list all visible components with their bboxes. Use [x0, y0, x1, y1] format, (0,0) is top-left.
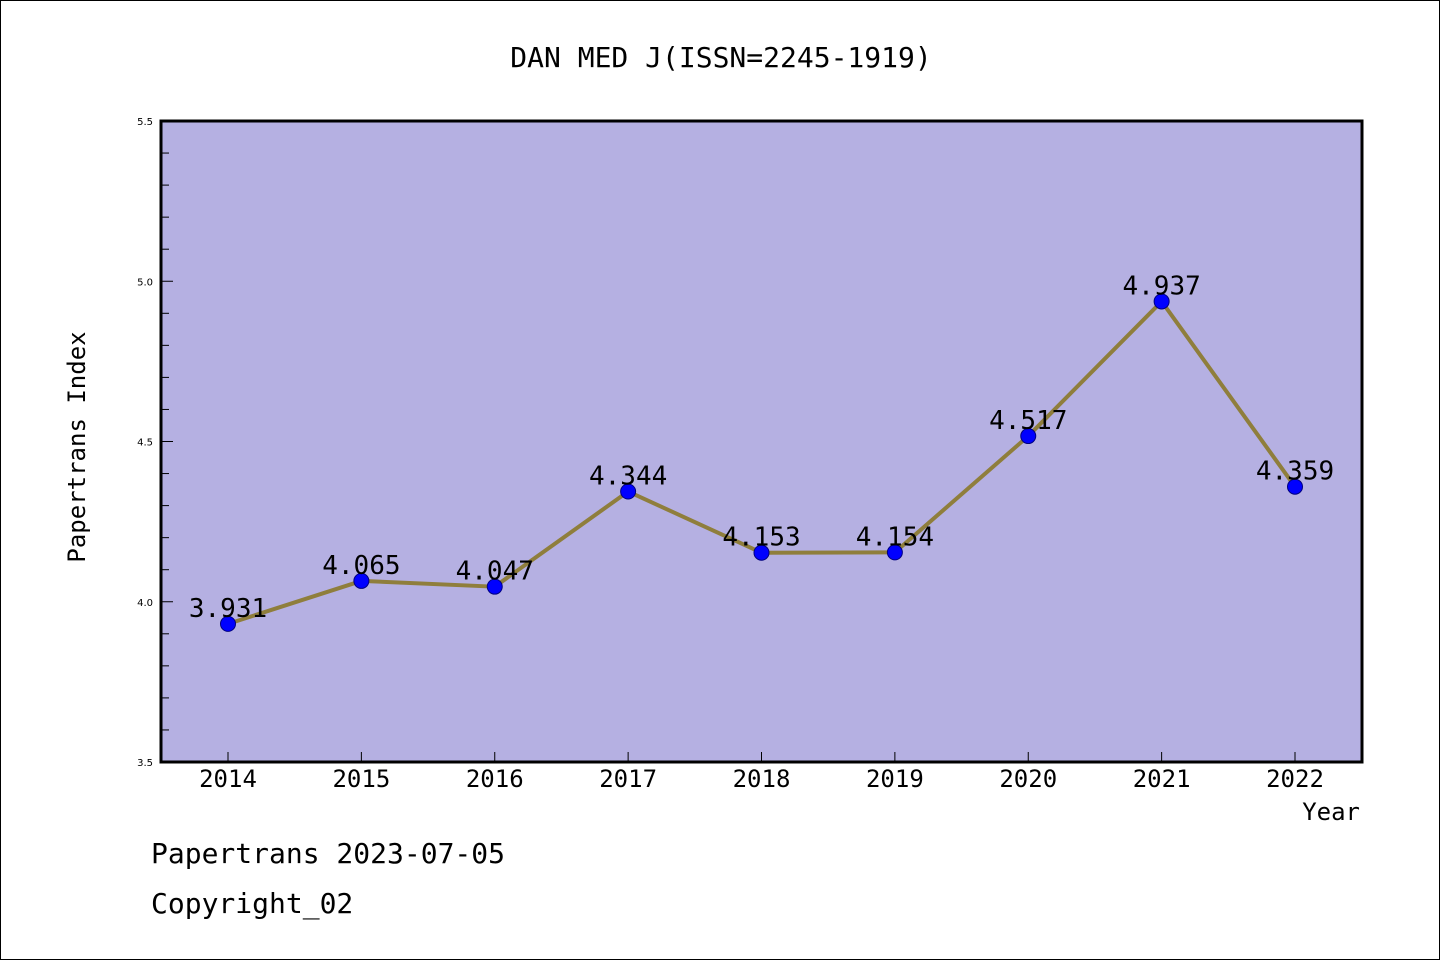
- y-tick-label: 3.5: [137, 758, 153, 769]
- data-markers: [220, 293, 1303, 632]
- x-axis: 2014 2015 2016 2017 2018 2019 2020 2021 2022: [199, 752, 1324, 793]
- data-value-label: 4.153: [722, 523, 800, 553]
- y-tick-label: 4.0: [137, 598, 153, 609]
- data-point: [1020, 428, 1037, 445]
- data-value-label: 4.344: [589, 461, 667, 491]
- data-point: [886, 544, 903, 561]
- data-labels: 3.931 4.065 4.047 4.344 4.153 4.154 4.517 4.937…: [189, 271, 1334, 623]
- x-tick-label: 2017: [599, 765, 657, 793]
- x-tick-label: 2014: [199, 765, 257, 793]
- y-tick-label: 4.5: [137, 438, 153, 449]
- data-point: [620, 483, 637, 500]
- x-tick-label: 2021: [1133, 765, 1191, 793]
- data-value-label: 3.931: [189, 594, 267, 624]
- data-value-label: 4.937: [1122, 271, 1200, 301]
- data-value-label: 4.517: [989, 406, 1067, 436]
- x-tick-label: 2019: [866, 765, 924, 793]
- data-value-label: 4.154: [856, 522, 934, 552]
- plot-area: [159, 119, 1364, 764]
- x-tick-label: 2016: [466, 765, 524, 793]
- data-point: [220, 615, 236, 632]
- data-value-label: 4.065: [322, 551, 400, 581]
- x-tick-label: 2015: [332, 765, 390, 793]
- x-axis-label: Year: [1302, 798, 1360, 826]
- data-point: [1153, 293, 1170, 310]
- data-point: [753, 544, 770, 561]
- data-value-label: 4.047: [456, 557, 534, 587]
- y-tick-label: 5.0: [137, 277, 153, 288]
- x-tick-label: 2020: [999, 765, 1057, 793]
- y-tick-label: 5.5: [137, 117, 153, 128]
- x-tick-label: 2022: [1266, 765, 1324, 793]
- y-axis: 3.5 4.0 4.5 5.0 5.5: [137, 117, 173, 769]
- footer-date-line: Papertrans 2023-07-05: [151, 837, 506, 870]
- data-point: [353, 572, 370, 589]
- data-point: [1287, 478, 1303, 495]
- footer-copyright: Copyright_02: [151, 887, 354, 920]
- y-axis-label: Papertrans Index: [63, 331, 91, 562]
- data-point: [486, 578, 503, 595]
- x-tick-label: 2018: [733, 765, 791, 793]
- data-value-label: 4.359: [1256, 457, 1334, 487]
- chart-title: DAN MED J(ISSN=2245-1919): [510, 41, 931, 74]
